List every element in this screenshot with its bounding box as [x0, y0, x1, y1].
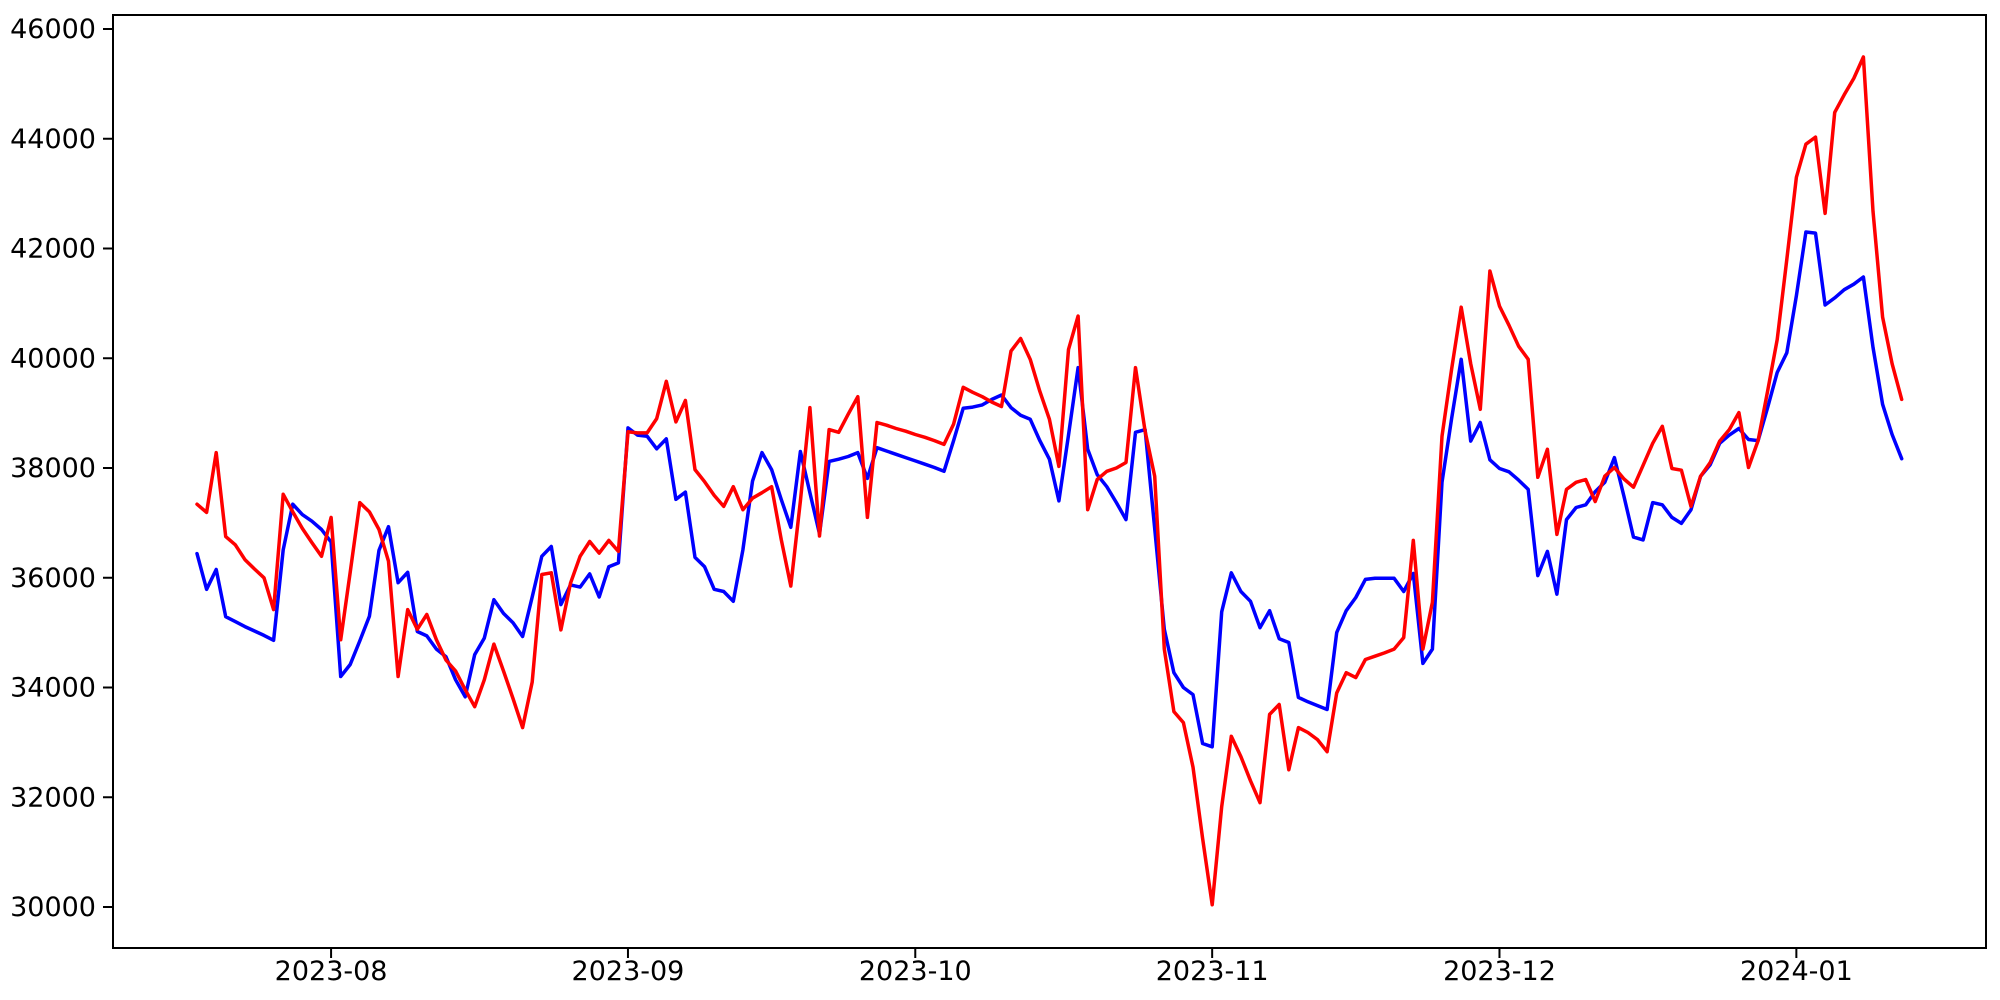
- axes-spines: [112, 14, 1987, 949]
- x-tick-label: 2024-01: [1740, 956, 1853, 987]
- x-tick-label: 2023-09: [572, 956, 685, 987]
- y-tick-label: 36000: [10, 563, 96, 594]
- y-tick-label: 34000: [10, 673, 96, 704]
- y-tick-label: 44000: [10, 124, 96, 155]
- y-tick-label: 42000: [10, 234, 96, 265]
- x-tick-label: 2023-12: [1443, 956, 1556, 987]
- x-axis-ticks: [330, 948, 1798, 958]
- y-tick-label: 38000: [10, 453, 96, 484]
- y-tick-label: 32000: [10, 782, 96, 813]
- y-tick-label: 30000: [10, 892, 96, 923]
- y-axis-ticks: [103, 28, 113, 908]
- y-tick-label: 40000: [10, 343, 96, 374]
- red-series-line: [195, 55, 1904, 907]
- y-tick-label: 46000: [10, 14, 96, 45]
- y-axis-tick-labels: 30000 32000 34000 36000 38000 40000 42000 44000…: [10, 14, 96, 923]
- x-tick-label: 2023-08: [275, 956, 388, 987]
- x-axis-tick-labels: 2023-08 2023-09 2023-10 2023-11 2023-12 2024-…: [275, 956, 1853, 987]
- x-tick-label: 2023-11: [1156, 956, 1269, 987]
- x-tick-label: 2023-10: [859, 956, 972, 987]
